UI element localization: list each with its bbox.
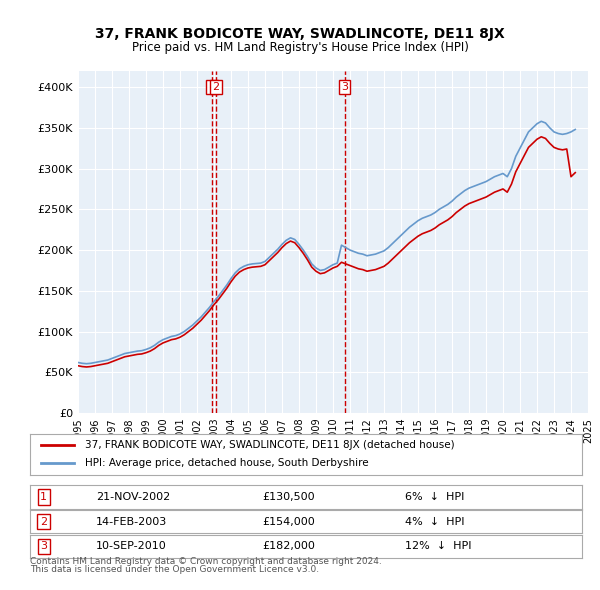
Text: 37, FRANK BODICOTE WAY, SWADLINCOTE, DE11 8JX (detached house): 37, FRANK BODICOTE WAY, SWADLINCOTE, DE1… <box>85 440 455 450</box>
Text: 10-SEP-2010: 10-SEP-2010 <box>96 542 167 551</box>
Text: 3: 3 <box>341 82 348 92</box>
Text: 2: 2 <box>40 517 47 526</box>
Text: £182,000: £182,000 <box>262 542 315 551</box>
Text: 14-FEB-2003: 14-FEB-2003 <box>96 517 167 526</box>
Text: HPI: Average price, detached house, South Derbyshire: HPI: Average price, detached house, Sout… <box>85 458 369 468</box>
Text: 2: 2 <box>212 82 220 92</box>
Text: Contains HM Land Registry data © Crown copyright and database right 2024.: Contains HM Land Registry data © Crown c… <box>30 557 382 566</box>
Text: This data is licensed under the Open Government Licence v3.0.: This data is licensed under the Open Gov… <box>30 565 319 574</box>
Text: 6%  ↓  HPI: 6% ↓ HPI <box>406 492 465 502</box>
Text: 12%  ↓  HPI: 12% ↓ HPI <box>406 542 472 551</box>
Text: Price paid vs. HM Land Registry's House Price Index (HPI): Price paid vs. HM Land Registry's House … <box>131 41 469 54</box>
Text: 1: 1 <box>40 492 47 502</box>
Text: 4%  ↓  HPI: 4% ↓ HPI <box>406 517 465 526</box>
Text: £154,000: £154,000 <box>262 517 314 526</box>
Text: 21-NOV-2002: 21-NOV-2002 <box>96 492 170 502</box>
Text: 3: 3 <box>40 542 47 551</box>
Text: £130,500: £130,500 <box>262 492 314 502</box>
Text: 1: 1 <box>209 82 215 92</box>
Text: 37, FRANK BODICOTE WAY, SWADLINCOTE, DE11 8JX: 37, FRANK BODICOTE WAY, SWADLINCOTE, DE1… <box>95 27 505 41</box>
